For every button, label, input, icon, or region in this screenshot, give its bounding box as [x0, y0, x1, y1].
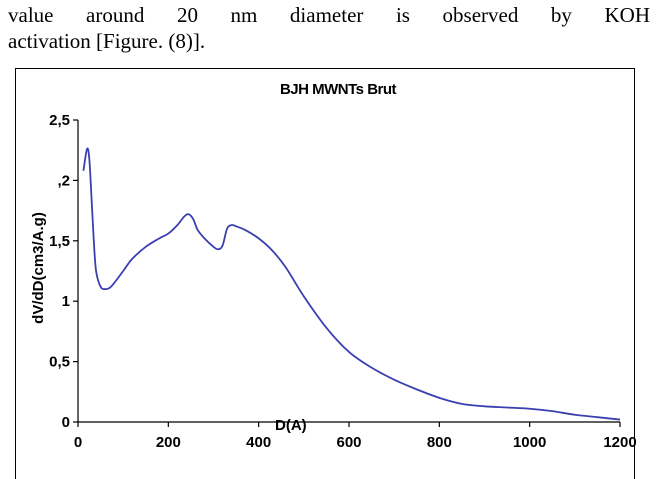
x-tick-label: 1200 [603, 434, 636, 451]
ticks-layer: 0 0,5 1 1,5 ,2 2,5 0 200 400 600 800 1000 1200 [49, 112, 637, 451]
y-tick-label: 0 [62, 414, 70, 431]
paper-text-line-2: activation [Figure. (8)]. [8, 29, 206, 53]
paper-text-block: value around 20 nm diameter is observed … [8, 2, 650, 54]
x-tick-label: 800 [427, 434, 452, 451]
x-tick-label: 200 [156, 434, 181, 451]
y-axis-label: dV/dD(cm3/A.g) [30, 212, 47, 324]
y-tick-label: ,2 [57, 172, 70, 189]
x-axis-label: D(A) [275, 417, 307, 434]
axes-layer [77, 120, 620, 423]
chart-title: BJH MWNTs Brut [280, 81, 397, 98]
y-tick-label: 0,5 [49, 354, 70, 371]
x-tick-label: 0 [74, 434, 82, 451]
x-tick-label: 1000 [513, 434, 546, 451]
paper-text-line-1: value around 20 nm diameter is observed … [8, 3, 650, 27]
y-tick-label: 2,5 [49, 112, 70, 129]
y-tick-label: 1 [62, 293, 70, 310]
x-tick-label: 400 [246, 434, 271, 451]
series-line-0 [82, 147, 621, 421]
series-layer [82, 147, 621, 421]
x-tick-label: 600 [336, 434, 361, 451]
y-tick-label: 1,5 [49, 233, 70, 250]
figure-frame [15, 68, 635, 479]
